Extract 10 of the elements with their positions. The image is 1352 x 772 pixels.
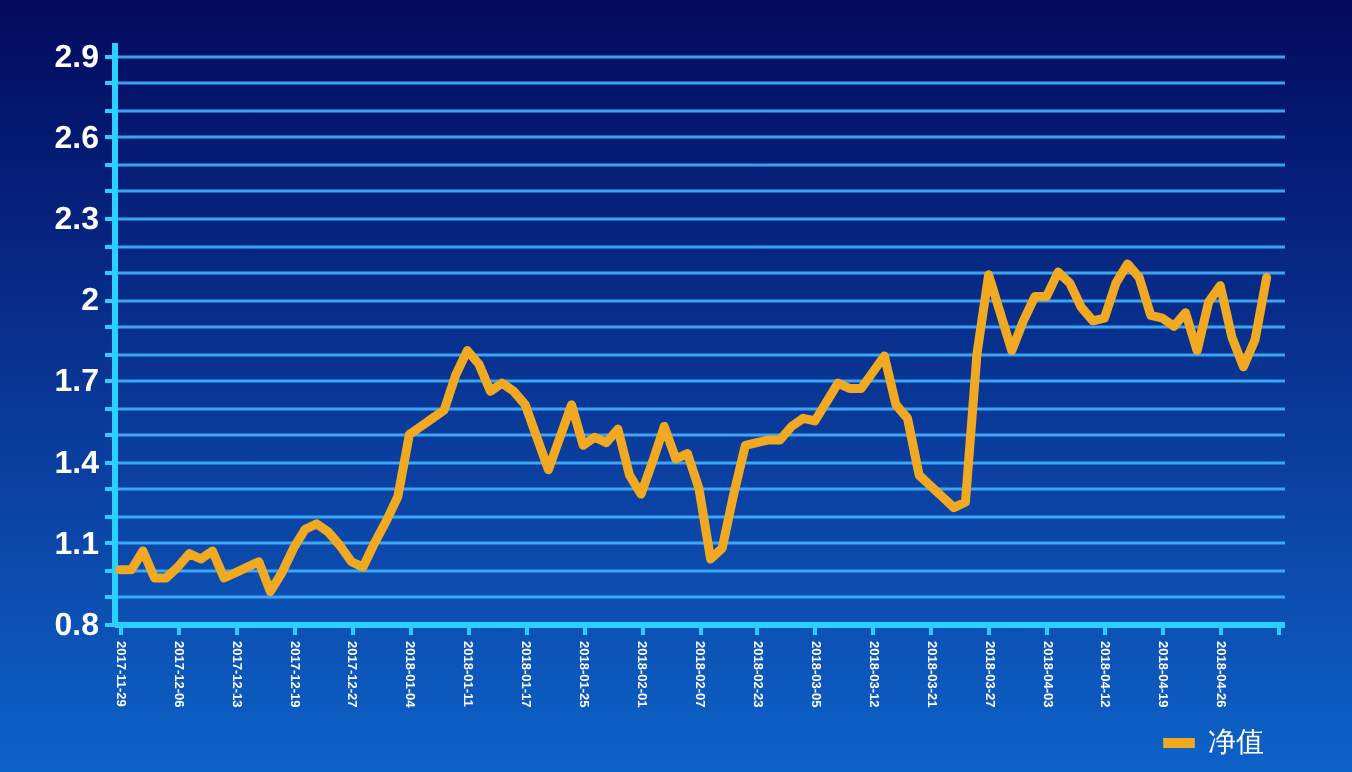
y-tick-label: 1.7 [54,365,100,400]
y-tick-label: 2.3 [54,202,100,237]
line-series [115,259,1272,597]
y-tick-label: 0.8 [54,609,100,643]
y-tick-label: 2 [81,284,100,319]
y-tick-label: 1.1 [54,527,100,562]
y-tick-label: 2.9 [54,40,100,75]
y-tick-label: 1.4 [54,446,100,481]
y-tick-label: 2.6 [54,121,100,156]
legend-label: 净值 [1208,727,1264,759]
